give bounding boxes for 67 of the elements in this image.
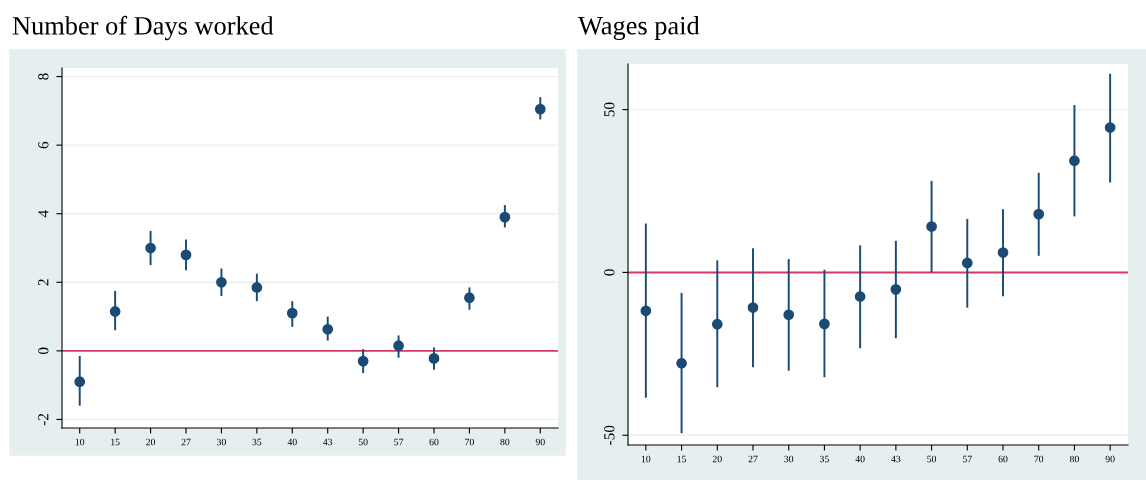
y-tick-label: 0 <box>38 347 49 355</box>
point <box>676 357 687 369</box>
point <box>145 242 156 254</box>
x-tick-label: 15 <box>677 455 687 463</box>
x-tick-label: 10 <box>75 438 85 446</box>
chart-title: Wages paid <box>578 16 700 40</box>
point <box>640 305 652 317</box>
x-tick-label: 10 <box>641 455 651 463</box>
point <box>961 257 973 269</box>
x-tick-label: 20 <box>712 455 722 463</box>
x-tick-label: 15 <box>111 438 120 446</box>
x-tick-label: 90 <box>1105 455 1115 463</box>
x-tick-label: 20 <box>146 438 156 446</box>
y-tick-label: 2 <box>38 279 49 286</box>
point <box>819 318 830 330</box>
x-tick-label: 50 <box>927 455 937 463</box>
x-tick-label: 40 <box>855 455 865 463</box>
x-tick-label: 30 <box>784 455 794 463</box>
point <box>464 292 475 304</box>
point <box>1104 122 1116 133</box>
point <box>890 283 902 295</box>
x-tick-label: 80 <box>500 438 510 446</box>
point <box>216 276 227 288</box>
point <box>180 249 192 261</box>
point <box>783 309 795 321</box>
y-tick-label: 0 <box>604 269 615 276</box>
x-tick-label: 80 <box>1069 455 1079 463</box>
x-tick-label: 50 <box>358 438 368 446</box>
y-tick-label: 6 <box>38 141 49 149</box>
point <box>74 376 86 388</box>
x-tick-label: 57 <box>394 438 404 446</box>
x-tick-label: 43 <box>891 455 901 463</box>
x-tick-label: 35 <box>252 438 262 446</box>
point <box>747 302 759 313</box>
y-tick-label: -50 <box>604 425 615 445</box>
point <box>926 221 937 232</box>
point <box>1069 155 1080 167</box>
point <box>854 291 866 302</box>
x-tick-label: 30 <box>217 438 226 446</box>
x-tick-label: 35 <box>820 455 829 463</box>
point <box>286 307 298 319</box>
point <box>997 247 1009 258</box>
x-tick-label: 70 <box>465 438 474 446</box>
y-tick-label: -2 <box>38 413 49 426</box>
x-tick-label: 27 <box>181 438 191 446</box>
x-tick-label: 60 <box>429 438 439 446</box>
point <box>1033 208 1045 220</box>
point <box>393 340 404 352</box>
x-tick-label: 90 <box>535 438 545 446</box>
point <box>322 323 334 335</box>
x-tick-label: 40 <box>287 438 297 446</box>
x-tick-label: 57 <box>962 455 972 463</box>
x-tick-label: 60 <box>998 455 1008 463</box>
x-tick-label: 70 <box>1034 455 1044 463</box>
point <box>109 306 121 317</box>
x-tick-label: 43 <box>323 438 333 446</box>
point <box>357 355 369 367</box>
point <box>534 103 546 115</box>
y-tick-label: 50 <box>604 102 615 117</box>
x-tick-label: 27 <box>748 455 758 463</box>
point <box>711 318 723 330</box>
point <box>428 353 440 364</box>
y-tick-label: 4 <box>38 210 49 218</box>
chart-title: Number of Days worked <box>12 15 274 41</box>
y-tick-label: 8 <box>38 73 49 80</box>
point <box>251 282 263 293</box>
point <box>499 211 511 223</box>
